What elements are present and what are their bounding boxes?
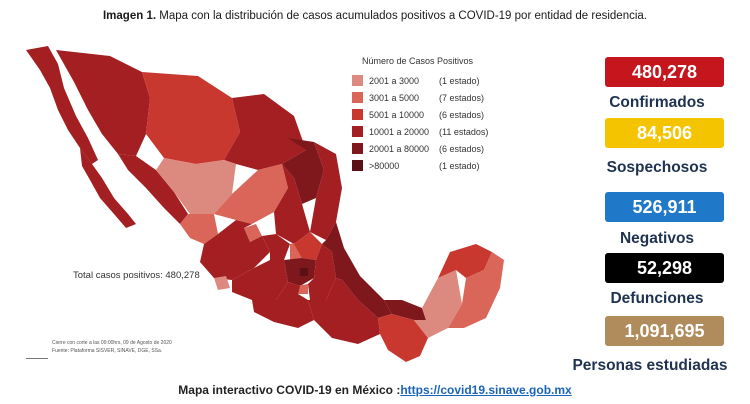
- legend-item: 3001 a 5000 (7 estados): [352, 89, 502, 106]
- stat-sospechosos-label: Sospechosos: [606, 159, 708, 176]
- state-chiapas: [378, 314, 428, 362]
- legend-note: (6 estados): [439, 143, 485, 154]
- scale-bar: [26, 354, 48, 359]
- legend-note: (11 estados): [439, 126, 489, 137]
- state-yucatan: [438, 244, 492, 278]
- footnote: Cierre con corte a las 09:00hrs, 09 de A…: [26, 339, 172, 359]
- legend-swatch: [352, 160, 363, 171]
- state-michoacan: [232, 260, 288, 300]
- legend-item: 5001 a 10000 (6 estados): [352, 106, 502, 123]
- legend-swatch: [352, 126, 363, 137]
- footer: Mapa interactivo COVID-19 en México :htt…: [0, 383, 750, 397]
- state-chihuahua: [142, 72, 240, 164]
- stat-defunciones-label: Defunciones: [610, 290, 704, 307]
- legend-swatch: [352, 109, 363, 120]
- state-tamaulipas: [310, 142, 342, 240]
- image-title: Imagen 1. Mapa con la distribución de ca…: [0, 10, 750, 22]
- state-puebla: [308, 244, 336, 300]
- legend-item: 2001 a 3000 (1 estado): [352, 72, 502, 89]
- stat-negativos-value: 526,911: [605, 192, 724, 222]
- legend-item: 20001 a 80000 (6 estados): [352, 140, 502, 157]
- state-durango: [156, 158, 236, 214]
- state-veracruz: [322, 222, 392, 318]
- stat-negativos-label: Negativos: [619, 230, 695, 247]
- state-ciudad-de-mexico: [300, 268, 308, 276]
- legend-note: (1 estado): [439, 75, 480, 86]
- stat-sospechosos-value: 84,506: [605, 118, 724, 148]
- legend-swatch: [352, 92, 363, 103]
- legend: Número de Casos Positivos 2001 a 3000 (1…: [352, 56, 502, 174]
- state-quintana-roo: [448, 252, 504, 328]
- state-sonora: [56, 50, 150, 156]
- title-text: Mapa con la distribución de casos acumul…: [159, 10, 647, 22]
- stat-personas-estudiadas-label: Personas estudiadas: [572, 357, 728, 374]
- legend-range: 10001 a 20000: [369, 126, 430, 137]
- footer-link[interactable]: https://covid19.sinave.gob.mx: [400, 383, 572, 397]
- state-tabasco: [384, 300, 426, 320]
- state-zacatecas: [214, 164, 288, 224]
- stat-personas-estudiadas-value: 1,091,695: [605, 316, 724, 346]
- legend-range: >80000: [369, 160, 400, 171]
- state-baja-california-sur: [80, 148, 136, 228]
- state-colima: [214, 276, 230, 290]
- legend-range: 5001 a 10000: [369, 109, 425, 120]
- footer-text: Mapa interactivo COVID-19 en México :: [178, 383, 401, 397]
- footnote-source: Fuente: Plataforma SISVER, SINAVE, DGE, …: [52, 348, 163, 354]
- state-jalisco: [200, 220, 270, 280]
- state-hidalgo: [294, 232, 322, 260]
- total-cases-label: Total casos positivos: 480,278: [73, 270, 200, 281]
- legend-note: (1 estado): [439, 160, 480, 171]
- title-prefix: Imagen 1.: [102, 10, 157, 22]
- stat-confirmados-value: 480,278: [605, 57, 724, 87]
- state-campeche: [414, 270, 462, 338]
- legend-item: >80000 (1 estado): [352, 157, 502, 174]
- state-nayarit: [180, 214, 218, 244]
- legend-swatch: [352, 143, 363, 154]
- state-sinaloa: [118, 154, 188, 224]
- state-aguascalientes: [244, 224, 262, 242]
- stat-defunciones-value: 52,298: [605, 253, 724, 283]
- state-oaxaca: [308, 278, 380, 344]
- legend-note: (7 estados): [439, 92, 485, 103]
- legend-swatch: [352, 75, 363, 86]
- state-baja-california: [26, 46, 98, 164]
- legend-range: 2001 a 3000: [369, 75, 420, 86]
- mexico-map: [26, 46, 504, 362]
- legend-note: (6 estados): [439, 109, 485, 120]
- legend-title: Número de Casos Positivos: [362, 56, 474, 66]
- state-san-luis-potosi: [274, 164, 310, 244]
- legend-item: 10001 a 20000 (11 estados): [352, 123, 502, 140]
- state-guerrero: [252, 282, 314, 328]
- legend-range: 3001 a 5000: [369, 92, 420, 103]
- state-nuevo-leon: [282, 138, 324, 204]
- footnote-cutoff: Cierre con corte a las 09:00hrs, 09 de A…: [52, 340, 172, 346]
- legend-range: 20001 a 80000: [369, 143, 430, 154]
- state-guanajuato: [262, 234, 290, 260]
- stat-confirmados-label: Confirmados: [609, 94, 705, 111]
- state-coahuila: [224, 94, 306, 170]
